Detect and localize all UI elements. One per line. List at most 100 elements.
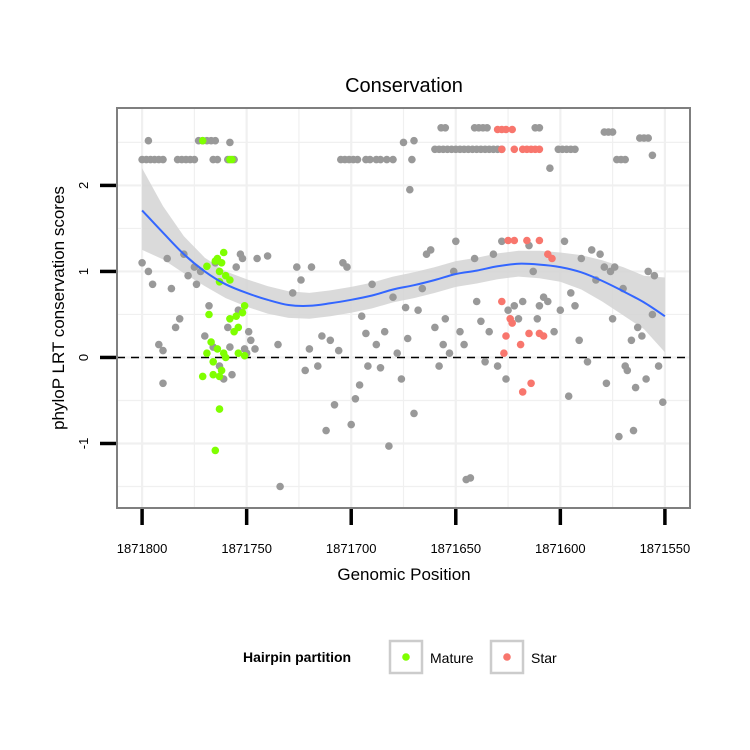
point-other — [642, 375, 650, 383]
point-mature — [198, 372, 207, 381]
point-other — [380, 327, 389, 336]
point-other — [368, 280, 376, 289]
point-other — [366, 155, 374, 164]
point-star — [500, 349, 508, 358]
point-mature — [219, 248, 228, 257]
x-axis: 1871800 1871750 1871700 1871650 1871600 18715… — [117, 509, 690, 556]
x-axis-title: Genomic Position — [337, 565, 470, 584]
point-star — [504, 236, 512, 245]
point-other — [571, 145, 579, 154]
point-other — [238, 254, 247, 263]
point-other — [587, 246, 596, 254]
x-tick-label: 1871550 — [640, 541, 691, 556]
point-other — [148, 280, 157, 289]
point-mature — [203, 262, 211, 271]
point-other — [397, 375, 406, 383]
y-tick-label: 0 — [76, 354, 91, 361]
point-other — [456, 327, 464, 336]
point-other — [650, 271, 659, 280]
point-other — [213, 155, 222, 164]
point-other — [481, 358, 489, 366]
point-star — [525, 329, 533, 338]
point-other — [466, 474, 475, 482]
point-other — [343, 263, 351, 271]
point-other — [247, 336, 255, 345]
plot-border — [116, 107, 691, 509]
legend-title: Hairpin partition — [243, 649, 351, 665]
point-other — [654, 362, 663, 370]
point-mature — [221, 353, 230, 362]
point-star — [539, 332, 548, 340]
point-other — [535, 124, 544, 132]
point-other — [144, 136, 153, 145]
point-other — [648, 310, 657, 319]
point-other — [535, 302, 544, 310]
point-other — [274, 340, 282, 349]
point-star — [510, 145, 519, 154]
confidence-ribbon — [142, 168, 665, 353]
point-star — [508, 319, 516, 327]
legend-label-mature: Mature — [430, 650, 474, 666]
point-other — [322, 426, 330, 435]
point-mature — [203, 349, 211, 358]
point-mature — [232, 312, 240, 321]
point-mature — [217, 259, 226, 267]
point-mature — [211, 446, 220, 455]
point-other — [431, 323, 439, 332]
point-other — [602, 379, 611, 388]
point-mature — [215, 267, 224, 276]
point-other — [357, 312, 366, 321]
point-other — [644, 267, 652, 276]
point-mature — [209, 370, 217, 379]
point-other — [502, 375, 510, 383]
point-other — [353, 155, 362, 164]
point-other — [621, 155, 629, 164]
point-mature — [217, 366, 226, 375]
point-other — [192, 280, 201, 289]
point-other — [498, 237, 506, 246]
point-other — [410, 136, 418, 145]
point-star — [535, 236, 544, 245]
point-other — [470, 254, 479, 263]
point-mature — [198, 136, 207, 145]
point-star — [548, 254, 556, 263]
point-other — [638, 332, 646, 340]
point-other — [435, 362, 443, 370]
point-mature — [207, 338, 215, 346]
point-other — [171, 323, 180, 332]
point-mature — [215, 372, 224, 381]
point-other — [144, 267, 153, 276]
point-star — [498, 145, 506, 154]
point-other — [648, 151, 657, 160]
x-tick-label: 1871650 — [430, 541, 481, 556]
point-mature — [215, 405, 224, 413]
point-other — [445, 349, 454, 358]
point-other — [533, 315, 542, 323]
point-other — [477, 317, 485, 326]
point-other — [489, 250, 498, 258]
point-other — [567, 289, 575, 297]
point-mature — [213, 345, 222, 353]
point-other — [472, 297, 481, 306]
point-other — [583, 358, 592, 366]
point-other — [175, 315, 184, 323]
point-other — [364, 362, 372, 370]
point-other — [659, 398, 667, 407]
point-other — [518, 297, 527, 306]
point-other — [575, 336, 583, 345]
point-other — [596, 250, 604, 258]
point-other — [334, 346, 343, 355]
point-other — [577, 254, 586, 263]
point-other — [560, 237, 569, 246]
point-star — [502, 332, 510, 340]
legend-swatch-star — [503, 653, 511, 661]
point-other — [301, 366, 310, 375]
point-other — [439, 340, 448, 349]
point-other — [383, 155, 391, 164]
point-star — [510, 236, 519, 245]
point-other — [441, 124, 450, 132]
point-other — [347, 420, 356, 429]
point-other — [514, 315, 523, 323]
point-other — [159, 155, 167, 164]
